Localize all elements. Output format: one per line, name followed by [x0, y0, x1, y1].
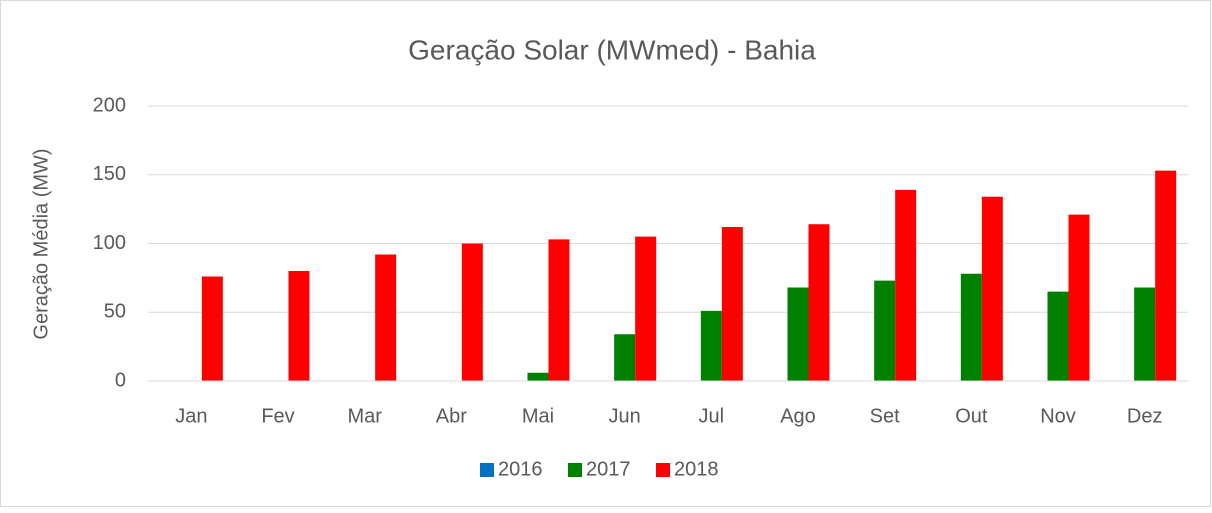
x-tick-label: Jan: [175, 405, 207, 427]
legend-label: 2016: [498, 458, 543, 480]
bar: [527, 372, 549, 381]
y-tick-label: 100: [93, 232, 126, 254]
bar: [548, 239, 570, 381]
bar: [981, 196, 1003, 381]
bar: [787, 287, 809, 381]
chart-title: Geração Solar (MWmed) - Bahia: [408, 34, 816, 65]
bar: [614, 334, 636, 381]
bar: [1134, 287, 1156, 381]
y-tick-label: 0: [115, 369, 126, 391]
bar: [721, 227, 743, 381]
bar: [201, 276, 223, 381]
legend-label: 2017: [586, 458, 631, 480]
legend-label: 2018: [674, 458, 719, 480]
bar: [700, 310, 722, 381]
bar: [895, 189, 917, 381]
bar: [874, 280, 896, 381]
x-tick-label: Jun: [609, 405, 641, 427]
bar: [1068, 214, 1090, 381]
bar: [288, 271, 310, 381]
x-tick-label: Mar: [347, 405, 382, 427]
y-tick-label: 150: [93, 163, 126, 185]
y-tick-label: 50: [104, 301, 126, 323]
x-tick-label: Out: [955, 405, 988, 427]
x-tick-label: Ago: [780, 405, 816, 427]
bar: [1155, 170, 1177, 381]
x-tick-label: Set: [870, 405, 900, 427]
x-tick-label: Abr: [436, 405, 467, 427]
legend-swatch: [480, 463, 494, 477]
x-tick-label: Dez: [1127, 405, 1163, 427]
legend-swatch: [656, 463, 670, 477]
x-tick-label: Fev: [261, 405, 294, 427]
x-tick-label: Jul: [699, 405, 725, 427]
bar: [461, 243, 483, 381]
y-tick-label: 200: [93, 94, 126, 116]
bar: [635, 236, 657, 381]
x-tick-label: Nov: [1040, 405, 1076, 427]
bar: [1047, 291, 1069, 381]
x-tick-label: Mai: [522, 405, 554, 427]
y-axis-title: Geração Média (MW): [30, 148, 52, 339]
bar: [808, 224, 830, 381]
bar: [960, 273, 982, 381]
bar: [375, 254, 397, 381]
legend-swatch: [568, 463, 582, 477]
